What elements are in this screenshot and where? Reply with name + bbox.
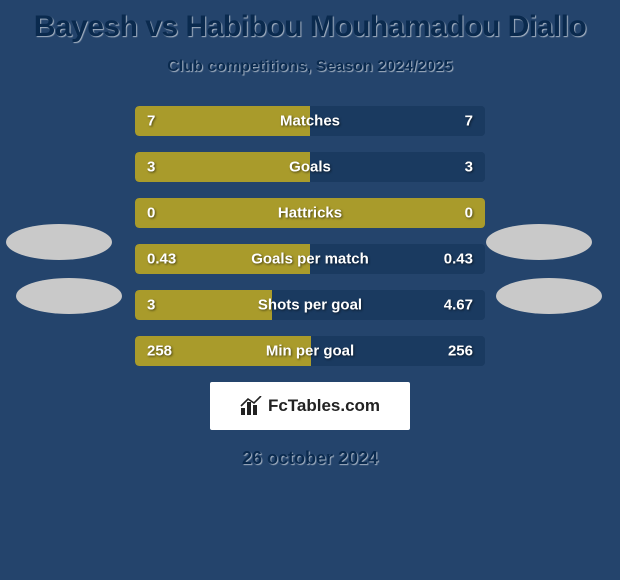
stat-value-right: 0.43 [444,251,473,268]
stat-label: Hattricks [278,205,342,222]
stat-value-right: 0 [465,205,473,222]
stat-label: Goals [289,159,331,176]
logo-box: FcTables.com [210,382,410,430]
date-text: 26 october 2024 [0,448,620,469]
comparison-infographic: Bayesh vs Habibou Mouhamadou Diallo Club… [0,0,620,580]
stat-row: 7 7 Matches [135,106,485,136]
chart-area: 7 7 Matches 3 3 Goals 0 0 Hattricks 0.43 0.43 Goals… [0,106,620,469]
stats-list: 7 7 Matches 3 3 Goals 0 0 Hattricks 0.43 0.43 Goals… [135,106,485,366]
stat-row: 258 256 Min per goal [135,336,485,366]
stat-value-left: 3 [147,159,155,176]
bar-left [135,290,272,320]
bar-right [310,152,485,182]
stat-value-left: 7 [147,113,155,130]
bars-icon [240,396,262,416]
stat-value-right: 4.67 [444,297,473,314]
stat-value-right: 256 [448,343,473,360]
stat-row: 3 4.67 Shots per goal [135,290,485,320]
player-right-shadow-1 [486,224,592,260]
subtitle: Club competitions, Season 2024/2025 [0,58,620,76]
stat-label: Matches [280,113,340,130]
logo-text: FcTables.com [268,396,380,416]
stat-value-left: 0 [147,205,155,222]
stat-row: 0.43 0.43 Goals per match [135,244,485,274]
stat-value-right: 7 [465,113,473,130]
player-left-shadow-2 [16,278,122,314]
stat-label: Min per goal [266,343,354,360]
player-left-shadow-1 [6,224,112,260]
stat-value-right: 3 [465,159,473,176]
stat-value-left: 3 [147,297,155,314]
page-title: Bayesh vs Habibou Mouhamadou Diallo [0,0,620,44]
stat-label: Goals per match [251,251,369,268]
stat-row: 0 0 Hattricks [135,198,485,228]
stat-value-left: 0.43 [147,251,176,268]
stat-label: Shots per goal [258,297,362,314]
bar-left [135,152,310,182]
stat-value-left: 258 [147,343,172,360]
stat-row: 3 3 Goals [135,152,485,182]
player-right-shadow-2 [496,278,602,314]
